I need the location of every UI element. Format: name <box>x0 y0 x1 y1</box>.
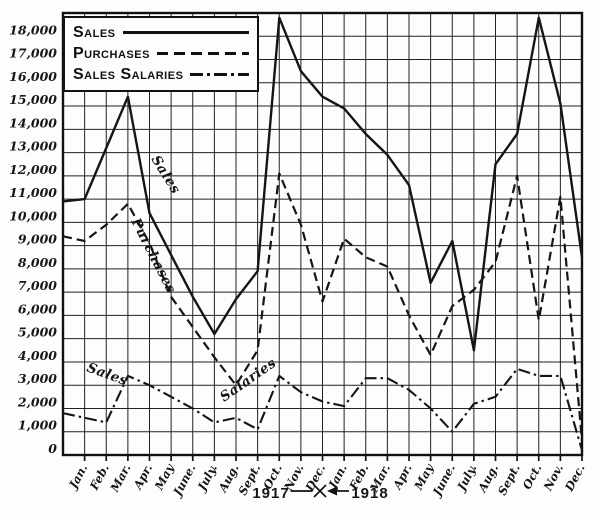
y-axis-label: 13,000 <box>9 139 57 154</box>
x-axis-label: Apr. <box>130 462 155 492</box>
x-axis-label: Apr. <box>390 462 415 492</box>
legend-line-sample-dashed <box>156 51 249 56</box>
x-axis-label: Sept. <box>495 462 523 498</box>
legend-line-sample-dashdot <box>190 72 249 77</box>
y-axis-label: 9,000 <box>18 232 57 247</box>
y-axis-label: 11,000 <box>9 185 57 200</box>
y-axis-label: 15,000 <box>9 92 57 107</box>
year-arrowhead <box>327 486 337 496</box>
x-axis-label: Jan. <box>325 462 350 493</box>
x-axis-label: Dec. <box>302 462 328 494</box>
x-axis-label: Jan. <box>65 462 90 493</box>
y-axis-label: 16,000 <box>9 69 57 84</box>
y-axis-label: 6,000 <box>18 301 57 316</box>
y-axis-label: 10,000 <box>9 208 57 223</box>
year-divider-cross <box>313 484 327 498</box>
legend-label-sales-salaries: Sales Salaries <box>73 65 184 83</box>
legend-item-purchases: Purchases <box>73 43 249 64</box>
plot-border <box>61 11 584 457</box>
year-label-left: 1917 <box>252 485 289 502</box>
chart-legend: Sales Purchases Sales Salaries <box>63 16 259 92</box>
legend-item-sales: Sales <box>73 22 249 43</box>
series-inline-label: Sales <box>148 153 184 197</box>
y-axis-label: 0 <box>48 441 57 456</box>
x-axis-label: Nov. <box>540 462 566 494</box>
legend-item-sales-salaries: Sales Salaries <box>73 64 249 85</box>
x-axis-label: Dec. <box>562 462 588 494</box>
legend-label-sales: Sales <box>73 23 116 41</box>
y-axis-label: 18,000 <box>9 22 57 37</box>
series-sales-line <box>62 16 584 352</box>
series-purchases-line <box>62 172 584 442</box>
legend-line-sample-solid <box>122 30 249 35</box>
year-label-right: 1918 <box>351 485 388 502</box>
x-axis-label: Mar. <box>107 462 134 495</box>
y-axis-label: 8,000 <box>18 255 57 270</box>
x-axis-label: July. <box>194 462 220 495</box>
y-axis-label: 5,000 <box>18 325 57 340</box>
series-sales-salaries-line <box>62 367 584 451</box>
legend-label-purchases: Purchases <box>73 44 150 62</box>
y-axis-label: 2,000 <box>17 394 57 409</box>
y-axis-label: 12,000 <box>9 162 57 177</box>
y-axis-label: 4,000 <box>18 348 57 363</box>
y-axis-label: 1,000 <box>18 418 57 433</box>
y-axis-label: 17,000 <box>9 46 57 61</box>
x-axis-label: July. <box>453 462 479 495</box>
y-axis-label: 7,000 <box>18 278 57 293</box>
y-axis-label: 3,000 <box>18 371 57 386</box>
y-axis-label: 14,000 <box>9 115 57 130</box>
